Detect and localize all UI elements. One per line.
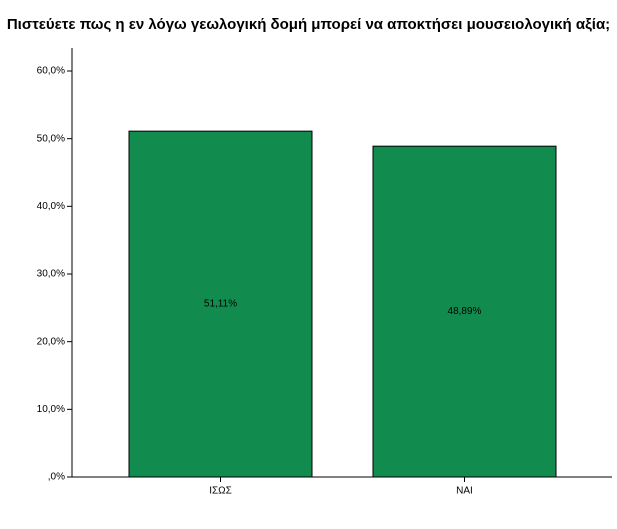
y-tick-label: 40,0%: [37, 201, 65, 212]
y-tick-label: 50,0%: [37, 133, 65, 144]
y-tick-label: 20,0%: [37, 336, 65, 347]
y-tick-label: 60,0%: [37, 66, 65, 77]
y-tick-label: 10,0%: [37, 404, 65, 415]
data-label: 48,89%: [448, 306, 482, 317]
y-tick-label: 30,0%: [37, 269, 65, 280]
bar: [372, 145, 557, 478]
bar: [128, 130, 313, 478]
x-tick-label: ΝΑΙ: [456, 486, 473, 497]
x-tick-label: ΙΣΩΣ: [209, 486, 232, 497]
y-tick-label: ,0%: [48, 472, 65, 483]
chart-title: Πιστεύετε πως η εν λόγω γεωλογική δομή μ…: [6, 16, 611, 33]
data-label: 51,11%: [204, 299, 237, 310]
